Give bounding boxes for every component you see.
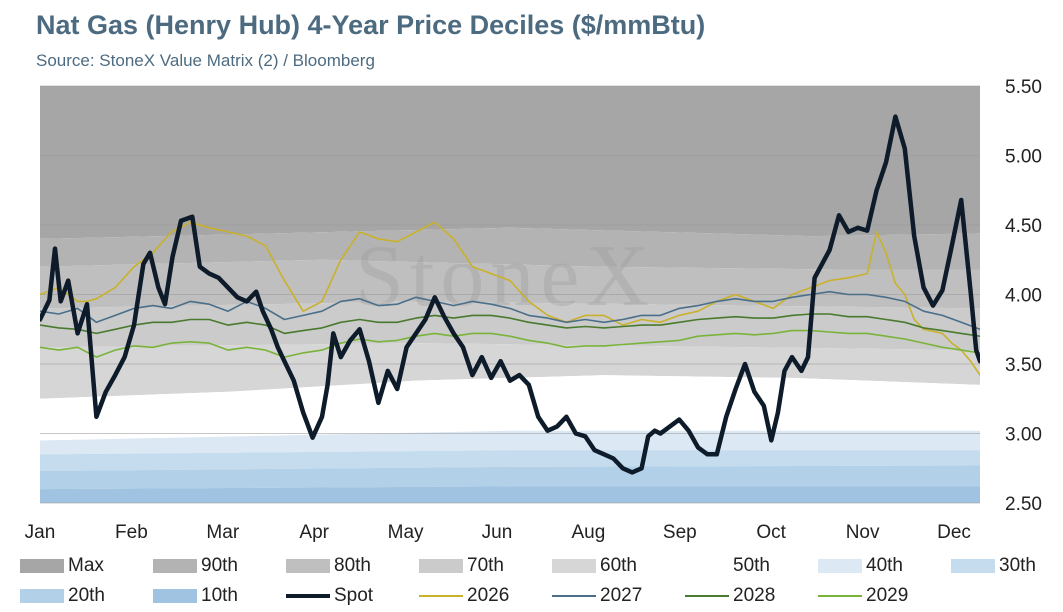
legend-label: 10th [201,585,238,606]
legend-item-40th: 40th [818,552,903,580]
legend-item-2029: 2029 [818,582,908,610]
series-line-2026 [40,221,980,378]
x-tick-label: Sep [663,522,697,543]
legend-swatch [153,559,197,573]
legend-swatch [286,559,330,573]
legend-item-2028: 2028 [685,582,775,610]
legend-label: 2029 [866,585,909,606]
x-tick-label: Oct [756,522,786,543]
legend-swatch [419,595,463,597]
legend-label: 90th [201,555,238,576]
legend-swatch [818,559,862,573]
x-tick-label: Jun [482,522,513,543]
band-80th [40,259,980,309]
legend-label: Spot [334,585,374,606]
legend-label: 2027 [600,585,643,606]
legend-item-2027: 2027 [552,582,642,610]
legend-item-max: Max [20,552,104,580]
chart-subtitle: Source: StoneX Value Matrix (2) / Bloomb… [36,51,375,70]
legend-swatch [552,595,596,597]
legend-swatch [685,595,729,597]
band-max [40,86,980,239]
stonex-watermark: StoneX [355,228,655,325]
series-line-2029 [40,329,980,358]
legend-label: Max [68,555,104,576]
x-tick-label: Nov [846,522,880,543]
legend-item-70th: 70th [419,552,504,580]
series-line-2027 [40,290,980,331]
legend-item-60th: 60th [552,552,637,580]
x-tick-label: Aug [571,522,605,543]
x-tick-label: Dec [937,522,971,543]
y-tick-label: 4.50 [1005,216,1042,237]
series-line-2028 [40,313,980,338]
legend-item-90th: 90th [153,552,238,580]
legend-label: 40th [866,555,903,576]
legend-item-20th: 20th [20,582,105,610]
legend-item-10th: 10th [153,582,238,610]
y-tick-label: 3.50 [1005,355,1042,376]
y-tick-label: 5.00 [1005,147,1042,168]
legend-swatch [818,595,862,597]
legend-label: 2026 [467,585,510,606]
legend-swatch [951,559,995,573]
band-60th [40,343,980,399]
legend-item-spot: Spot [286,582,373,610]
gridlines [40,85,980,504]
y-tick-label: 3.00 [1005,425,1042,446]
legend-label: 70th [467,555,504,576]
price-series [40,114,980,475]
legend-label: 50th [733,555,770,576]
legend-swatch [20,589,64,603]
chart-legend: Max 90th 80th 70th 60th 50th 40th 30th 20th 10th S… [0,552,1063,612]
x-tick-label: May [388,522,424,543]
legend-label: 2028 [733,585,776,606]
chart-canvas: StoneX 5.50 5.00 4.50 4.00 3.50 3.00 2.50 Jan F… [25,77,1042,543]
band-50th [40,375,980,441]
x-tick-label: Mar [206,522,239,543]
legend-label: 60th [600,555,637,576]
y-tick-label: 5.50 [1005,77,1042,98]
legend-swatch [419,559,463,573]
legend-label: 80th [334,555,371,576]
x-tick-label: Apr [299,522,329,543]
legend-swatch [685,559,729,573]
band-30th [40,450,980,472]
y-tick-label: 2.50 [1005,494,1042,515]
legend-label: 20th [68,585,105,606]
legend-item-80th: 80th [286,552,371,580]
band-20th [40,465,980,490]
legend-label: 30th [999,555,1036,576]
legend-item-2026: 2026 [419,582,509,610]
series-line-spot [40,114,980,475]
legend-swatch [286,594,330,598]
x-axis-ticks: Jan Feb Mar Apr May Jun Aug Sep Oct Nov Dec [25,522,971,543]
legend-swatch [20,559,64,573]
band-40th [40,430,980,455]
legend-swatch [153,589,197,603]
chart-title: Nat Gas (Henry Hub) 4-Year Price Deciles… [36,10,706,40]
band-90th [40,227,980,270]
x-tick-label: Jan [25,522,56,543]
y-tick-label: 4.00 [1005,286,1042,307]
legend-item-30th: 30th [951,552,1036,580]
legend-item-50th: 50th [685,552,770,580]
band-10th [40,486,980,503]
x-tick-label: Feb [115,522,148,543]
y-axis-ticks: 5.50 5.00 4.50 4.00 3.50 3.00 2.50 [1005,77,1042,515]
legend-swatch [552,559,596,573]
